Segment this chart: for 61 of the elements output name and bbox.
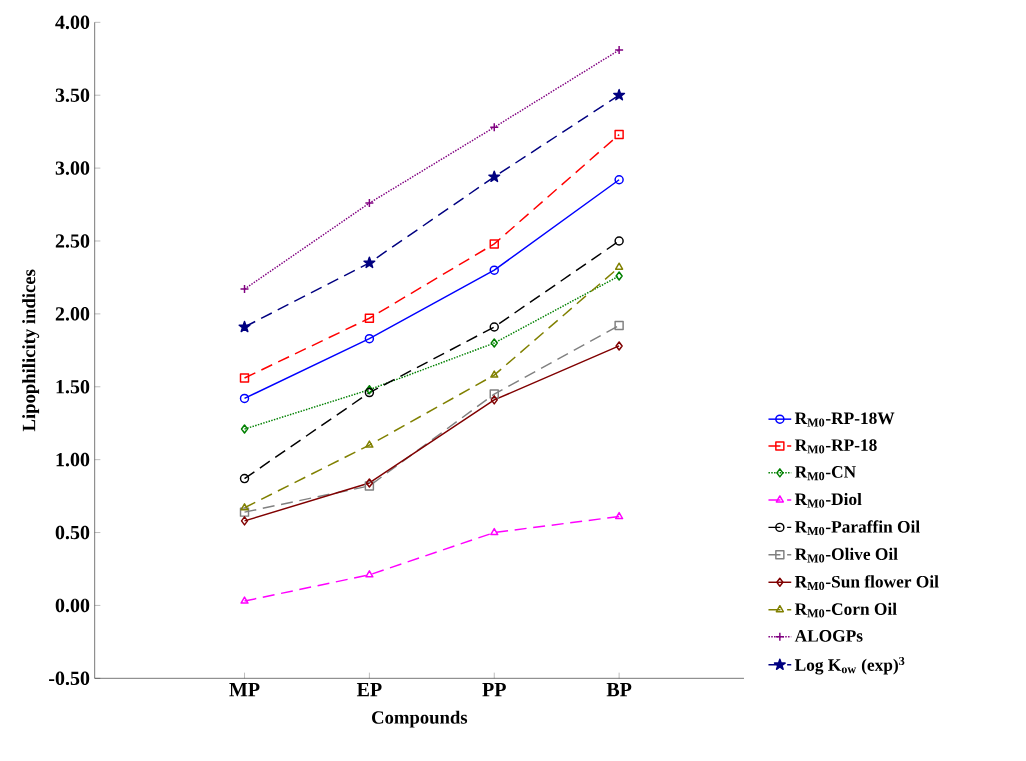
- y-tick-label: 2.50: [55, 234, 90, 248]
- x-tick-label: MP: [229, 683, 260, 697]
- point: [614, 511, 624, 520]
- point: [490, 395, 498, 405]
- point: [364, 313, 375, 323]
- legend-label: R$_{M0}$-Diol: [794, 492, 862, 508]
- point: [365, 570, 374, 578]
- x-tick-label: PP: [482, 683, 506, 697]
- legend-label: R$_{M0}$-Corn Oil: [794, 602, 897, 618]
- point: [364, 333, 375, 344]
- point: [240, 596, 249, 604]
- point: [240, 516, 249, 526]
- legend-label: R$_{M0}$-Sun flower Oil: [794, 575, 939, 591]
- point: [489, 322, 499, 332]
- y-tick-label: 0.00: [55, 598, 90, 613]
- point: [614, 262, 624, 270]
- point: [364, 198, 375, 208]
- x-axis-title: Compounds: [372, 710, 468, 728]
- x-tick-label: BP: [606, 683, 632, 697]
- point: [614, 320, 624, 331]
- point: [363, 256, 376, 269]
- point: [240, 503, 249, 511]
- y-tick-label: 4.00: [55, 15, 90, 30]
- y-tick-label: 2.00: [55, 307, 90, 321]
- y-tick-label: 1.50: [56, 379, 90, 394]
- legend-label: R$_{M0}$-Olive Oil: [794, 547, 898, 563]
- legend-label: R$_{M0}$-Paraffin Oil: [794, 520, 920, 536]
- legend-label: R$_{M0}$-CN: [794, 466, 856, 481]
- point: [614, 129, 624, 140]
- x-tick-label: EP: [356, 683, 382, 697]
- legend-label: ALOGPs: [794, 630, 863, 642]
- point: [239, 507, 250, 517]
- point: [238, 320, 251, 333]
- legend-label: R$_{M0}$-RP-18W: [794, 412, 895, 427]
- y-axis-title: Lipophilicity indices: [22, 269, 40, 432]
- point: [239, 284, 250, 294]
- point: [488, 170, 501, 183]
- legend-label: R$_{M0}$-RP-18: [794, 439, 877, 454]
- point: [615, 271, 623, 281]
- y-tick-label: 0.50: [55, 525, 90, 540]
- point: [239, 373, 250, 383]
- point: [613, 88, 626, 101]
- point: [489, 239, 499, 249]
- point: [614, 45, 624, 55]
- point: [239, 473, 250, 484]
- point: [490, 527, 499, 536]
- y-tick-label: 1.00: [56, 452, 90, 467]
- point: [239, 393, 250, 404]
- point: [615, 341, 623, 351]
- point: [240, 424, 249, 434]
- point: [490, 338, 498, 348]
- y-tick-label: -0.50: [49, 671, 90, 686]
- point: [490, 370, 499, 378]
- point: [614, 236, 624, 246]
- point: [614, 175, 624, 185]
- legend-label: Log K$_{ow}$ (exp)$^{3}$: [794, 656, 905, 675]
- point: [489, 265, 499, 275]
- y-tick-label: 3.50: [55, 88, 90, 103]
- point: [365, 440, 374, 448]
- y-tick-label: 3.00: [55, 161, 90, 175]
- point: [489, 389, 499, 399]
